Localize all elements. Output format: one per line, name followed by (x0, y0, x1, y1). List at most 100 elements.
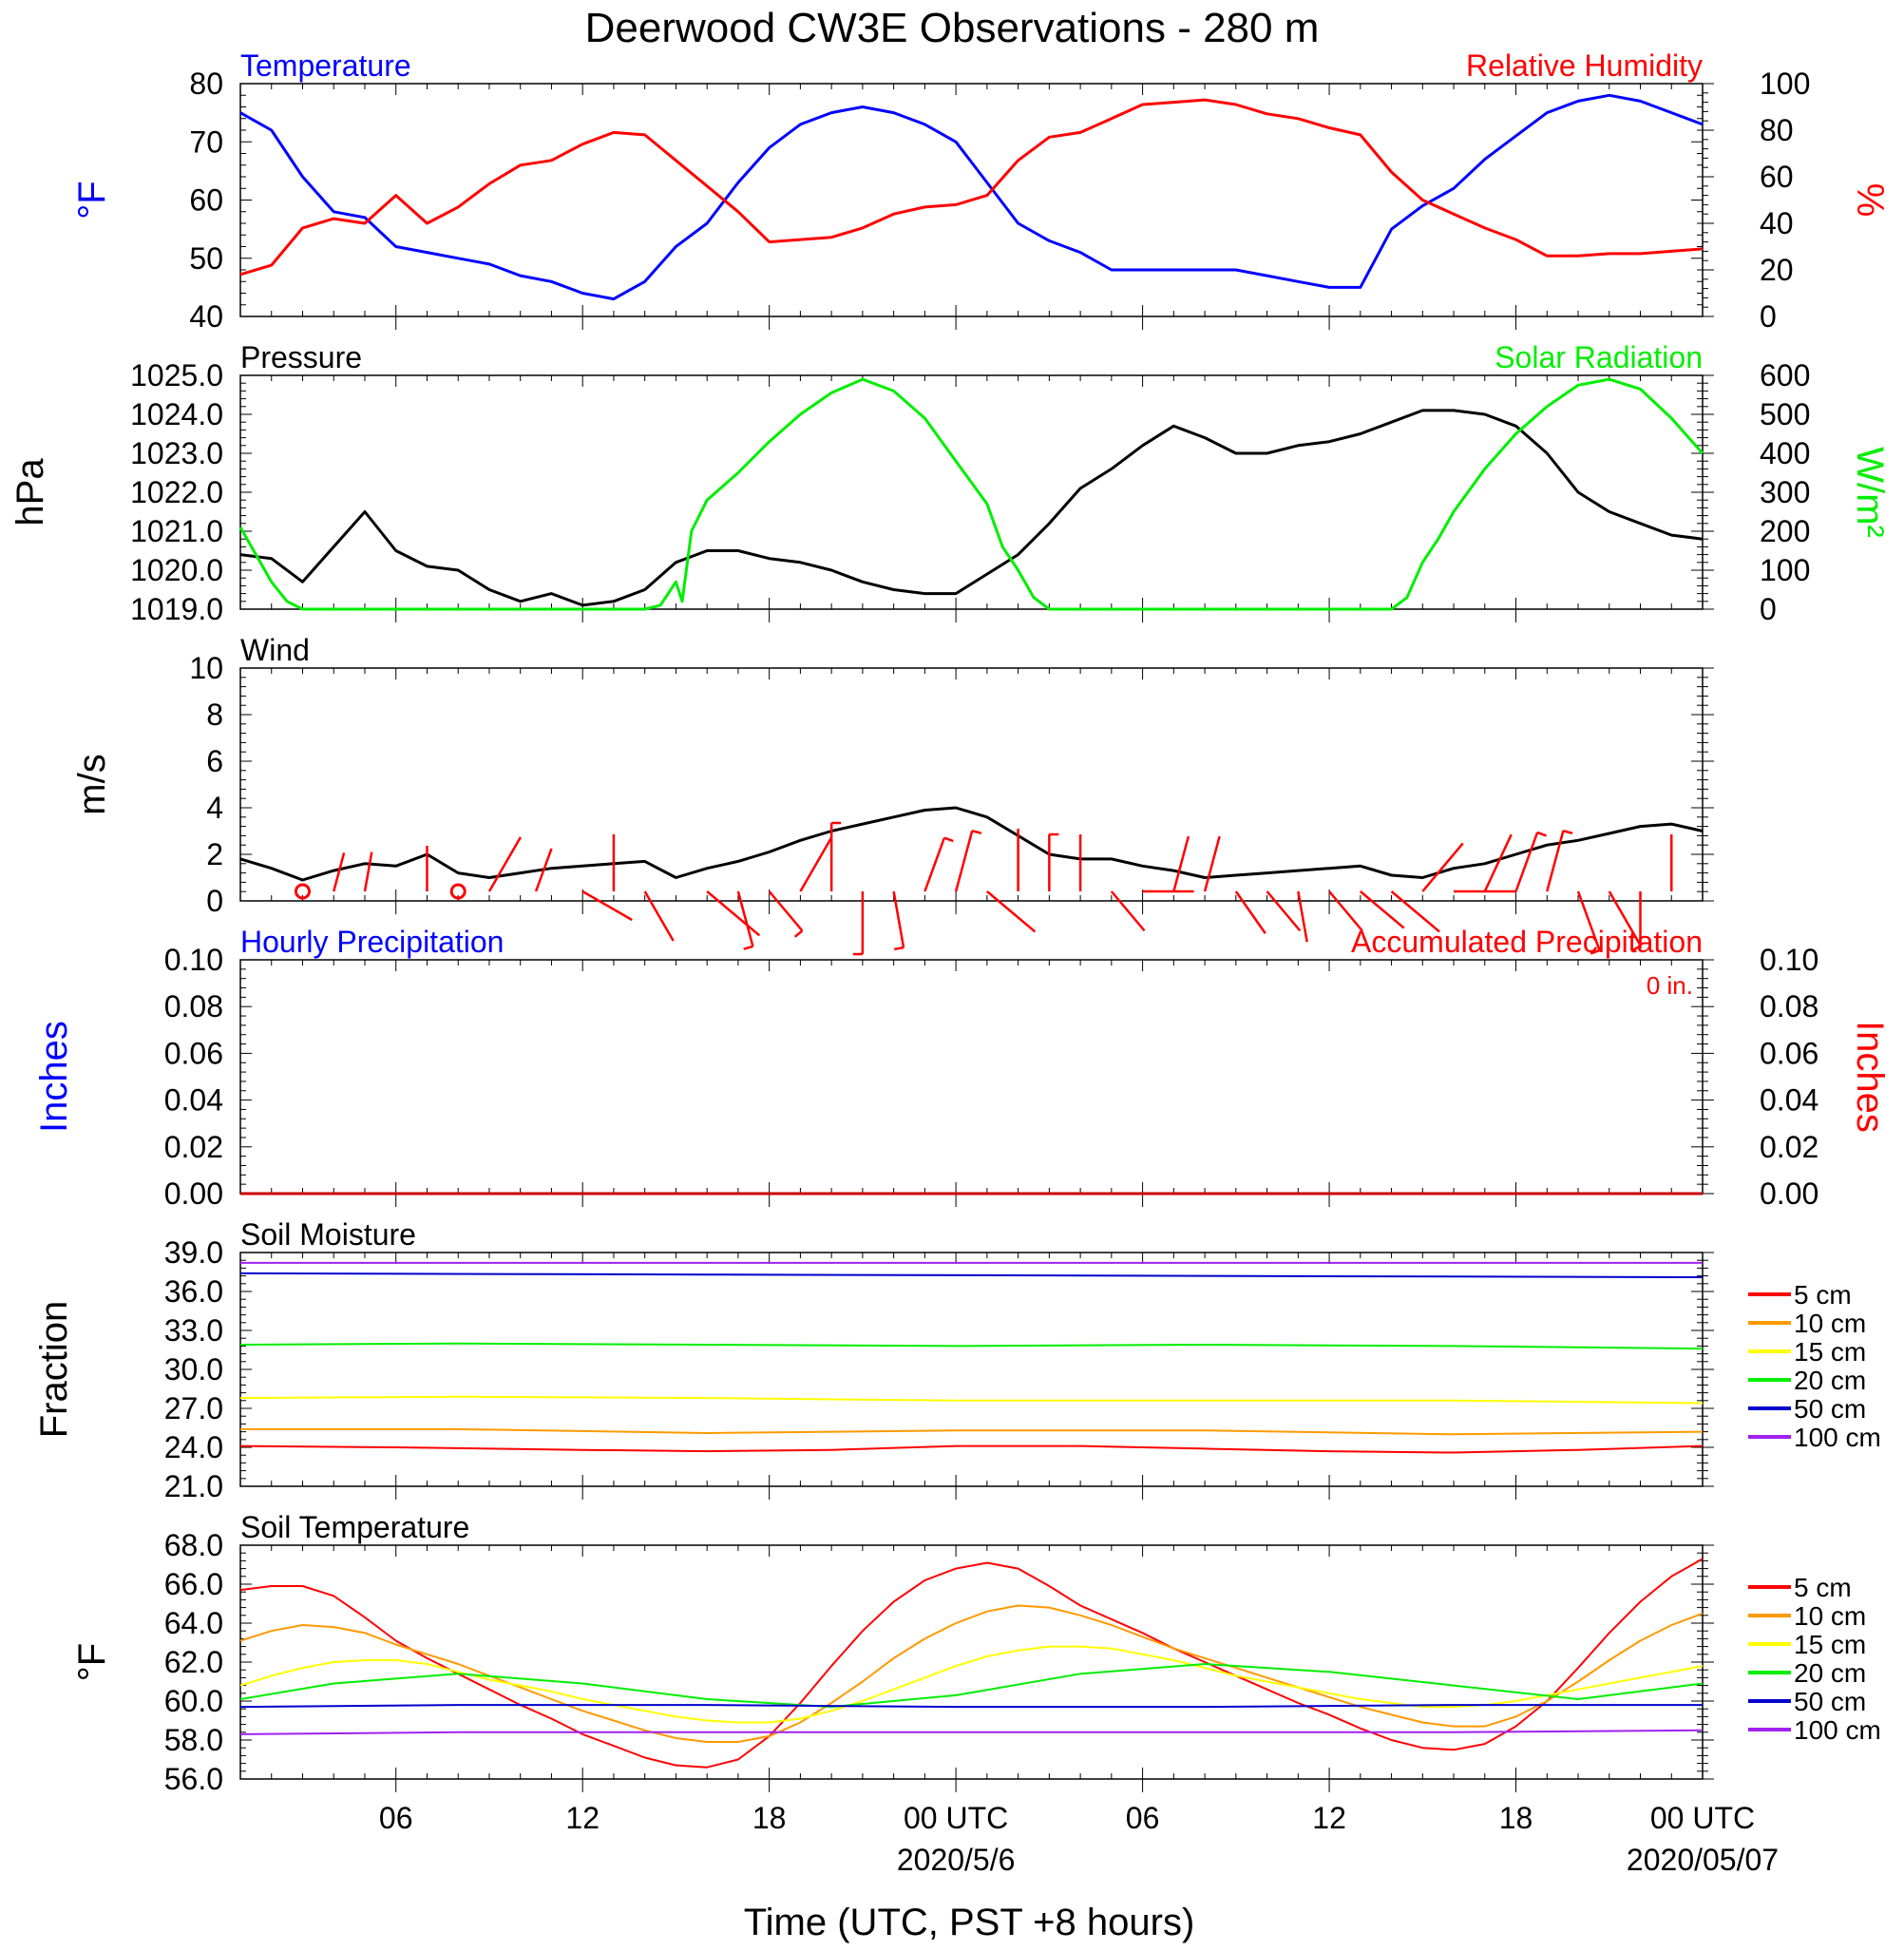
panel-title-left: Temperature (240, 48, 411, 83)
wind-barb (534, 848, 553, 892)
series-line-temp_rh-0 (239, 93, 1704, 301)
plot-frame (239, 959, 1704, 1195)
y-tick-label: 80 (189, 67, 223, 101)
x-tick-label: 12 (565, 1801, 600, 1835)
y-tick-label-right: 100 (1760, 553, 1810, 587)
y-tick-label: 8 (206, 698, 223, 732)
series-line-soil_temperature-1 (239, 1604, 1704, 1743)
y-tick-label: 0.00 (164, 1176, 223, 1211)
panel-title-left: Pressure (240, 340, 362, 374)
y-tick-label: 66.0 (164, 1567, 223, 1601)
y-tick-label: 60 (189, 183, 223, 218)
plot-frame (239, 667, 1704, 902)
series-line-soil_temperature-5 (239, 1729, 1704, 1735)
series-line-soil_moisture-4 (239, 1272, 1704, 1278)
y-tick-label: 1020.0 (130, 553, 223, 587)
y-axis-label: °F (71, 181, 113, 219)
y-tick-label: 1025.0 (130, 358, 223, 392)
y-tick-label-right: 0.10 (1760, 943, 1818, 977)
panel-pressure_solar: 1019.0 1020.0 1021.0 1022.0 1023.0 1024.0 1025… (10, 340, 1891, 626)
y-tick-label: 6 (206, 744, 223, 778)
y-tick-label: 50 (189, 241, 223, 276)
y-tick-label-right: 0.08 (1760, 989, 1818, 1023)
wind-barb (1203, 835, 1221, 892)
y-tick-label: 58.0 (164, 1723, 223, 1757)
panel-title-left: Hourly Precipitation (240, 925, 504, 959)
wind-barb (768, 890, 804, 932)
x-axis-label: Time (UTC, PST +8 hours) (744, 1902, 1195, 1943)
wind-barb (986, 890, 1037, 933)
wind-barb (1514, 832, 1539, 892)
y-tick-label-right: 0.04 (1760, 1083, 1818, 1118)
accum-total: 0 in. (1647, 971, 1693, 1000)
x-tick-label: 12 (1312, 1801, 1346, 1835)
x-tick-label: 06 (1126, 1801, 1160, 1835)
legend-label: 10 cm (1794, 1309, 1866, 1338)
panel-title-right: Solar Radiation (1495, 340, 1703, 374)
series-line-soil_temperature-2 (239, 1645, 1704, 1724)
y-tick-label-right: 300 (1760, 475, 1810, 509)
series-line-soil_temperature-0 (239, 1558, 1704, 1769)
wind-barb (1172, 835, 1190, 892)
y-tick-label: 1022.0 (130, 475, 223, 509)
y-tick-label-right: 0 (1760, 299, 1777, 334)
wind-barb (1483, 833, 1513, 892)
x-tick-label: 00 UTC (1650, 1801, 1755, 1835)
y-tick-label-right: 60 (1760, 160, 1794, 194)
y-axis-label: m/s (71, 754, 113, 814)
wind-barb (1328, 890, 1363, 932)
y-tick-label: 1023.0 (130, 436, 223, 470)
wind-barb (363, 851, 373, 892)
panel-title-left: Soil Temperature (240, 1510, 469, 1544)
y-tick-label-right: 20 (1760, 253, 1794, 287)
y-tick-label: 62.0 (164, 1645, 223, 1679)
y-axis-label: hPa (10, 458, 51, 526)
y-tick-label-right: 80 (1760, 113, 1794, 147)
wind-barb-feather (971, 830, 982, 835)
series-line-wind-0 (239, 806, 1704, 882)
panel-soil_temperature: 56.0 58.0 60.0 62.0 64.0 66.0 68.0 Soil Tempera… (71, 1510, 1881, 1796)
panel-wind: 0 2 4 6 8 10 Wind m/s (71, 633, 1714, 956)
x-tick-label: 00 UTC (904, 1801, 1008, 1835)
wind-barb (923, 837, 946, 892)
legend-label: 100 cm (1794, 1715, 1881, 1745)
panel-title-left: Wind (240, 633, 310, 667)
legend-label: 15 cm (1794, 1630, 1866, 1659)
wind-barb (1390, 890, 1440, 933)
wind-barb (1608, 890, 1642, 947)
legend-label: 5 cm (1794, 1573, 1852, 1602)
y-tick-label: 0.06 (164, 1036, 223, 1070)
wind-barb-feather (743, 945, 753, 950)
y-tick-label-right: 40 (1760, 206, 1794, 240)
y-tick-label: 1024.0 (130, 397, 223, 431)
wind-barb (892, 890, 905, 948)
y-tick-label: 30.0 (164, 1352, 223, 1387)
y-axis-label-right: Inches (1849, 1021, 1891, 1133)
series-line-pressure_solar-0 (239, 409, 1704, 607)
y-tick-label: 21.0 (164, 1469, 223, 1503)
wind-barb (799, 836, 833, 892)
y-axis-label: Inches (33, 1021, 75, 1133)
y-tick-label: 64.0 (164, 1606, 223, 1640)
y-tick-label-right: 0 (1760, 592, 1777, 626)
panel-title-right: Accumulated Precipitation (1351, 925, 1703, 959)
x-tick-label: 06 (379, 1801, 413, 1835)
legend-label: 50 cm (1794, 1687, 1866, 1716)
y-tick-label: 56.0 (164, 1762, 223, 1796)
y-axis-label-right: W/m² (1849, 447, 1891, 538)
legend-label: 50 cm (1794, 1394, 1866, 1424)
y-tick-label: 39.0 (164, 1235, 223, 1270)
legend-label: 10 cm (1794, 1601, 1866, 1631)
panel-precip: 0.00 0.02 0.04 0.06 0.08 0.10 0.00 0.02 0.04 0.06… (33, 925, 1891, 1211)
series-line-soil_moisture-2 (239, 1395, 1704, 1405)
y-tick-label-right: 100 (1760, 67, 1810, 101)
wind-barb (333, 852, 346, 892)
y-tick-label: 68.0 (164, 1528, 223, 1562)
panel-title-right: Relative Humidity (1466, 48, 1703, 83)
x-tick-label: 18 (1499, 1801, 1533, 1835)
y-tick-label-right: 0.06 (1760, 1036, 1818, 1070)
panel-soil_moisture: 21.0 24.0 27.0 30.0 33.0 36.0 39.0 Soil Moistur… (33, 1217, 1881, 1503)
y-tick-label: 1019.0 (130, 592, 223, 626)
